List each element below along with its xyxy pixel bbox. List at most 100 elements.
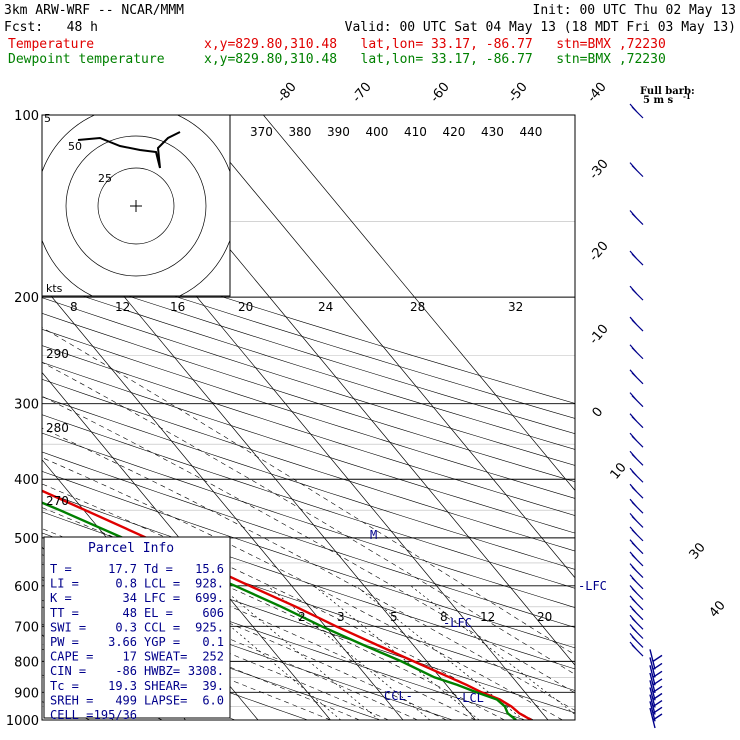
wind-barb xyxy=(649,672,663,694)
hodo-speed-label: 24 xyxy=(318,300,333,314)
theta-side-label: 290 xyxy=(46,347,69,361)
wind-barb xyxy=(629,605,644,621)
parcel-level-annotation: -LCL xyxy=(455,691,484,705)
parcel-level-annotation: M xyxy=(370,528,377,542)
isotherm-line xyxy=(263,115,575,492)
dewpoint-location: x,y=829.80,310.48 lat,lon= 33.17, -86.77… xyxy=(204,52,666,67)
mixing-ratio-label: 12 xyxy=(480,610,495,624)
mixing-ratio-label: 20 xyxy=(537,610,552,624)
mixing-ratio-line xyxy=(182,585,342,720)
parcel-info-cell: -86 xyxy=(115,664,137,678)
wind-barb xyxy=(629,595,644,611)
theta-tick-label: 380 xyxy=(289,125,312,139)
dry-adiabat-line xyxy=(42,396,575,570)
pressure-tick-label: 600 xyxy=(14,580,39,595)
barb-legend-exponent: -1 xyxy=(683,92,691,101)
wind-barb xyxy=(629,574,644,590)
wind-barb xyxy=(629,344,644,360)
hodo-speed-label: 8 xyxy=(70,300,78,314)
isotherm-tick-label: -40 xyxy=(585,80,610,106)
hodo-speed-label: 12 xyxy=(115,300,130,314)
parcel-info-cell: LAPSE= xyxy=(144,693,187,707)
barb-legend-line1: Full barb: xyxy=(640,86,695,97)
wind-barb xyxy=(629,539,644,555)
parcel-info-box: Parcel Info T = 17.7 Td = 15.6 LI = 0.8 LCL = 9… xyxy=(43,536,231,722)
temperature-legend: Temperature xyxy=(8,37,95,52)
wind-barb xyxy=(629,641,644,657)
hodo-speed-label: 32 xyxy=(508,300,523,314)
wind-barb xyxy=(629,103,644,119)
theta-tick-label: 390 xyxy=(327,125,350,139)
parcel-info-cell: SWI = xyxy=(50,620,86,634)
pressure-tick-label: 100 xyxy=(14,109,39,124)
dry-adiabat-line xyxy=(42,414,575,589)
wind-barb xyxy=(629,526,644,542)
wind-barb xyxy=(629,285,644,301)
wind-barb xyxy=(629,624,644,639)
wind-barb xyxy=(629,369,644,385)
parcel-info-cell: 6.0 xyxy=(202,693,224,707)
hodograph-ring xyxy=(97,167,175,245)
plot-frame xyxy=(41,114,576,721)
wind-barb xyxy=(629,432,644,448)
pressure-tick-label: 1000 xyxy=(6,714,39,729)
isotherm-tick-label: 0 xyxy=(590,405,607,421)
parcel-info-cell: 17 xyxy=(123,650,137,664)
parcel-info-cell: 925. xyxy=(195,620,224,634)
pressure-tick-label: 500 xyxy=(14,532,39,547)
wind-barb xyxy=(649,665,663,686)
parcel-info-cell: 252 xyxy=(202,650,224,664)
isotherm-tick-label: -10 xyxy=(587,322,612,348)
theta-tick-label: 370 xyxy=(250,125,273,139)
wind-barb xyxy=(629,467,644,483)
hodograph-label: 50 xyxy=(68,140,82,153)
parcel-info-cell: 48 xyxy=(123,606,137,620)
isotherm-tick-label: -70 xyxy=(350,80,375,106)
theta-side-label: 280 xyxy=(46,421,69,435)
dry-adiabat-line xyxy=(42,490,575,670)
theta-tick-label: 400 xyxy=(366,125,389,139)
parcel-info-cell: Td = xyxy=(144,562,173,576)
model-title: 3km ARW-WRF -- NCAR/MMM xyxy=(4,3,185,18)
wind-barb xyxy=(629,513,644,528)
wind-barb xyxy=(649,680,663,701)
parcel-info-cell: 699. xyxy=(195,591,224,605)
dry-adiabat-line xyxy=(42,345,575,516)
dry-adiabat-line xyxy=(42,576,453,720)
isotherm-tick-label: -20 xyxy=(587,239,612,265)
parcel-info-cell: 17.7 xyxy=(108,562,137,576)
dry-adiabat-line xyxy=(42,238,575,404)
parcel-info-cell: Tc = xyxy=(50,679,79,693)
pressure-tick-label: 800 xyxy=(14,655,39,670)
parcel-info-cell: K = xyxy=(50,591,72,605)
forecast-hour: Fcst: 48 h xyxy=(4,20,98,35)
parcel-info-title: Parcel Info xyxy=(88,541,174,556)
barb-legend-line2: 5 m s xyxy=(643,95,674,106)
hodo-speed-label: 16 xyxy=(170,300,185,314)
dry-adiabat-line xyxy=(42,432,575,608)
wind-barb xyxy=(629,633,644,648)
hodograph: 5 50 25 kts xyxy=(41,112,231,297)
hodograph-ring xyxy=(65,135,207,277)
parcel-info-cell: SWEAT= xyxy=(144,650,187,664)
parcel-info-cell: 3.66 xyxy=(108,635,137,649)
parcel-info-cell: 15.6 xyxy=(195,562,224,576)
parcel-info-cell: LI = xyxy=(50,577,79,591)
hodo-speed-label: 28 xyxy=(410,300,425,314)
valid-time: Valid: 00 UTC Sat 04 May 13 (18 MDT Fri … xyxy=(344,20,736,35)
wind-barbs xyxy=(629,103,663,729)
parcel-info-cell: 0.8 xyxy=(115,577,137,591)
parcel-info-cell: PW = xyxy=(50,635,79,649)
pressure-tick-label: 400 xyxy=(14,473,39,488)
wind-barb xyxy=(649,707,663,729)
wind-barb xyxy=(629,413,644,429)
mixing-ratio-line xyxy=(355,585,524,720)
parcel-info-cell: CAPE = xyxy=(50,650,93,664)
isotherm-tick-label: 30 xyxy=(687,540,709,562)
dry-adiabat-line xyxy=(42,451,575,628)
wind-barb xyxy=(629,450,644,466)
moist-adiabat-line xyxy=(42,362,575,675)
parcel-info-cell: SHEAR= xyxy=(144,679,187,693)
moist-adiabat-line xyxy=(42,563,418,720)
